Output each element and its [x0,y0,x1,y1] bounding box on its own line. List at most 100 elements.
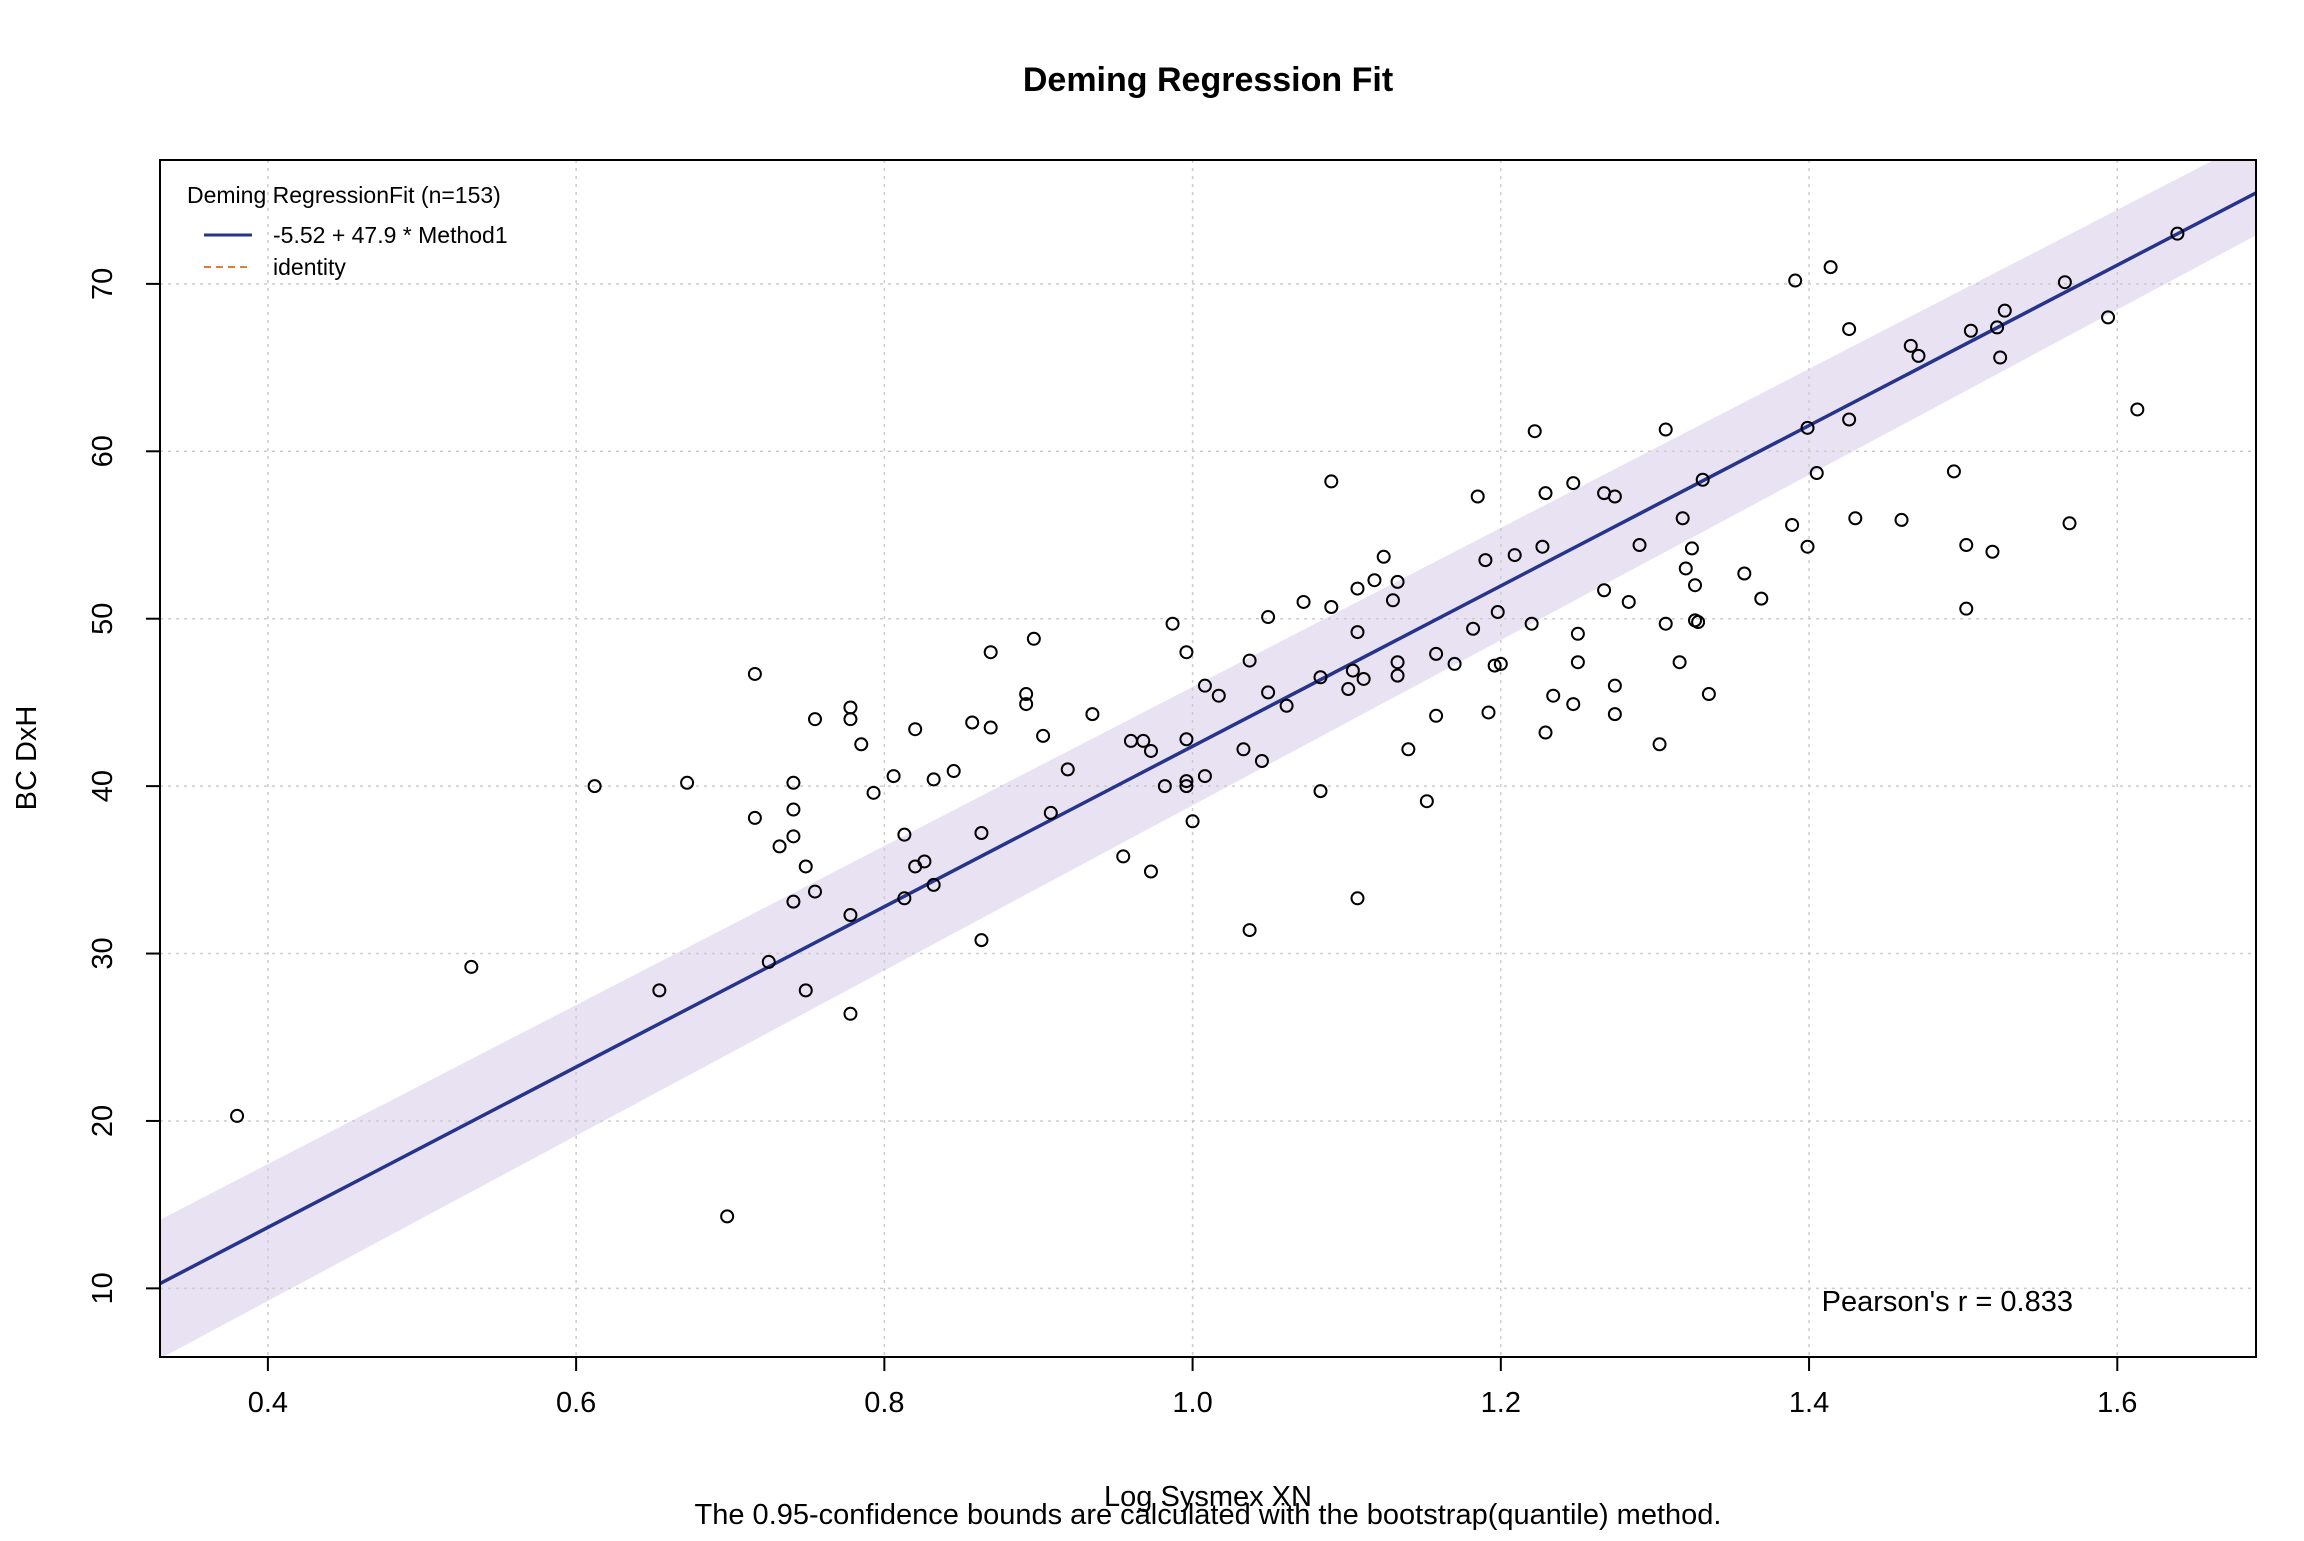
data-point [1376,549,1391,564]
data-point [926,877,941,892]
data-point [1447,656,1462,671]
data-point [983,645,998,660]
data-point [1946,464,1961,479]
data-point [1658,616,1673,631]
x-tick-label: 1.4 [1789,1387,1829,1419]
data-point [965,715,980,730]
pearson-annotation: Pearson's r = 0.833 [1822,1286,2073,1318]
data-point [1570,626,1585,641]
data-point [1848,511,1863,526]
data-point [1313,784,1328,799]
data-point [1345,663,1360,678]
data-point [587,779,602,794]
data-point [1019,697,1034,712]
data-point [1143,743,1158,758]
chart-title: Deming Regression Fit [1023,61,1393,99]
data-point [2062,516,2077,531]
data-point [1809,466,1824,481]
data-point [1546,688,1561,703]
data-point [1959,538,1974,553]
data-point [786,802,801,817]
data-point [1254,754,1269,769]
data-point [1242,653,1257,668]
data-point [1261,685,1276,700]
data-point [1632,538,1647,553]
y-axis-label: BC DxH [11,706,43,811]
data-point [1691,615,1706,630]
data-point [1026,631,1041,646]
data-point [1658,422,1673,437]
data-point [1390,668,1405,683]
data-point [720,1209,735,1224]
data-point [2057,275,2072,290]
data-point [464,959,479,974]
data-point [1566,697,1581,712]
x-tick-label: 0.8 [864,1387,904,1419]
data-point [974,933,989,948]
data-point [652,983,667,998]
data-point [680,775,695,790]
legend-label-identity: identity [273,254,346,280]
data-point [917,854,932,869]
data-point [1356,671,1371,686]
confidence-band [160,160,2256,1357]
data-point [1019,687,1034,702]
y-tick-label: 60 [87,435,119,467]
data-point [1350,581,1365,596]
data-point [1538,486,1553,501]
regression-line [160,191,2256,1286]
data-point [786,775,801,790]
data-point [772,839,787,854]
data-point [1607,707,1622,722]
data-point [1570,655,1585,670]
data-point [1911,348,1926,363]
data-point [1324,599,1339,614]
data-point [1507,548,1522,563]
y-tick-label: 30 [87,937,119,969]
data-point [1701,687,1716,702]
data-point [1085,707,1100,722]
data-point [1607,678,1622,693]
data-point [1279,698,1294,713]
data-point [1823,260,1838,275]
data-point [1136,733,1151,748]
data-point [1036,728,1051,743]
x-tick-label: 1.0 [1172,1387,1212,1419]
data-point [1597,583,1612,598]
data-point [1179,732,1194,747]
data-point [1313,670,1328,685]
data-point [1607,489,1622,504]
data-point [808,884,822,899]
data-point [1429,708,1444,723]
data-point [1688,578,1703,593]
data-point [1788,273,1803,288]
data-point [1959,601,1974,616]
x-axis-label: Log Sysmex XN [1104,1481,1312,1513]
data-point [1903,338,1918,353]
data-point [1470,489,1485,504]
data-point [1894,512,1909,527]
data-point [1236,742,1251,757]
data-point [1842,322,1857,337]
x-axis: 0.4 0.6 0.8 1.0 1.2 1.4 1.6 [248,1357,2137,1419]
x-tick-label: 0.6 [556,1387,596,1419]
data-point [1401,742,1416,757]
data-point [786,894,801,909]
data-point [2101,310,2116,325]
data-point [1197,769,1212,784]
data-point [1535,539,1550,554]
data-point [1165,616,1180,631]
data-point [1481,705,1496,720]
y-tick-label: 10 [87,1272,119,1304]
plot-frame [159,159,2257,1358]
data-point [1478,553,1493,568]
data-point [1678,561,1693,576]
data-point [1179,779,1194,794]
x-tick-label: 1.2 [1481,1387,1521,1419]
data-point [1179,645,1194,660]
data-point [1538,725,1553,740]
y-tick-label: 50 [87,603,119,635]
data-point [1695,472,1710,487]
data-point [798,983,813,998]
